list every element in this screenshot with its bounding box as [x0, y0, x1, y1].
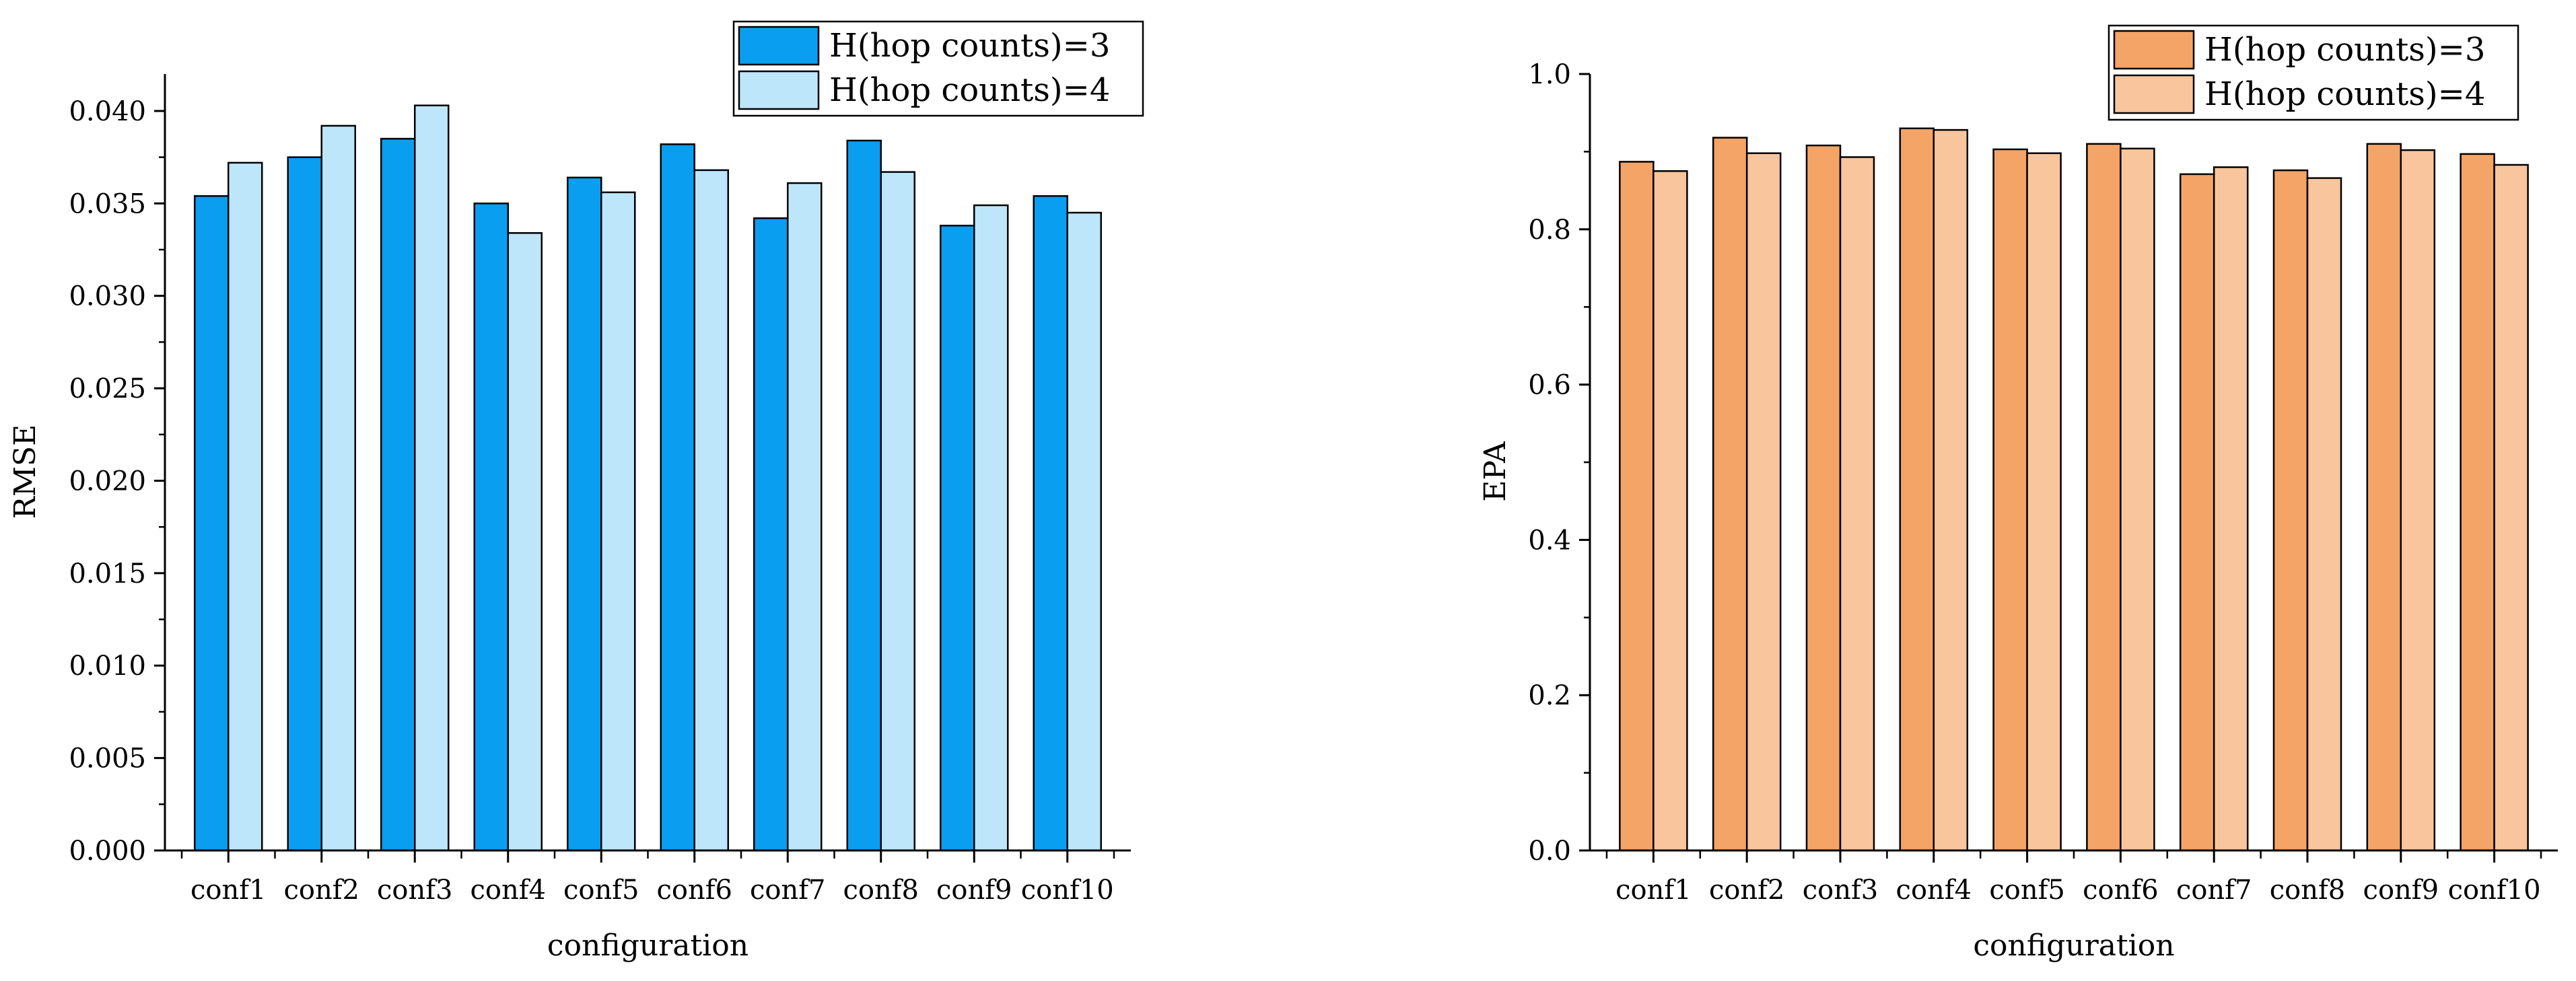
bar-conf1-series-1	[194, 195, 230, 852]
y-tick-label: 0.000	[69, 836, 146, 867]
bar-conf7-series-1	[753, 217, 789, 852]
bar-conf2-series-2	[1745, 152, 1782, 852]
bar-conf5-series-1	[1992, 148, 2028, 852]
bar-conf10-series-2	[2493, 164, 2529, 852]
y-tick-label: 0.2	[1528, 680, 1571, 711]
x-tick-label-conf2: conf2	[284, 875, 360, 906]
bar-conf9-series-1	[2366, 143, 2402, 852]
y-tick-label: 0.030	[69, 281, 146, 312]
x-tick-label-conf2: conf2	[1709, 875, 1785, 906]
bar-conf7-series-1	[2179, 173, 2215, 852]
bar-conf3-series-2	[414, 104, 450, 852]
legend-swatch-series-2	[2113, 74, 2195, 114]
y-tick-label: 0.015	[69, 558, 146, 589]
bar-conf1-series-2	[1652, 170, 1688, 852]
bar-conf2-series-2	[320, 124, 356, 852]
epa-chart: EPA configuration 0.0 0.2 0.4 0.6 0.8 1.0 conf…	[1478, 24, 2558, 963]
bar-conf10-series-2	[1066, 211, 1102, 852]
bar-conf9-series-2	[2400, 149, 2436, 852]
bar-conf1-series-2	[228, 161, 263, 852]
bar-conf5-series-2	[600, 191, 636, 852]
bar-conf1-series-1	[1619, 161, 1655, 852]
x-tick-label-conf1: conf1	[190, 875, 267, 906]
legend-swatch-series-1	[738, 26, 820, 66]
y-tick-label: 0.4	[1528, 525, 1571, 556]
bar-conf10-series-1	[1033, 195, 1068, 852]
x-tick-label-conf6: conf6	[2083, 875, 2159, 906]
bar-conf5-series-1	[567, 176, 602, 852]
bar-conf9-series-2	[973, 204, 1009, 852]
legend-label-series-1: H(hop counts)=3	[829, 27, 1110, 65]
y-tick-label: 0.6	[1528, 370, 1571, 401]
y-tick-label: 0.010	[69, 651, 146, 682]
bar-conf3-series-2	[1839, 156, 1875, 852]
y-tick-label: 0.025	[69, 373, 146, 404]
legend-label-series-1: H(hop counts)=3	[2204, 31, 2485, 69]
x-tick-label-conf9: conf9	[936, 875, 1012, 906]
x-tick-label-conf5: conf5	[1989, 875, 2065, 906]
bar-conf3-series-1	[380, 137, 416, 852]
bar-conf7-series-2	[787, 182, 823, 852]
bar-conf4-series-1	[1899, 127, 1935, 852]
bar-conf5-series-2	[2026, 152, 2062, 852]
x-tick-label-conf4: conf4	[471, 875, 547, 906]
x-tick-label-conf5: conf5	[563, 875, 639, 906]
y-tick-label: 0.040	[69, 96, 146, 127]
x-tick-label-conf9: conf9	[2363, 875, 2439, 906]
x-tick-label-conf7: conf7	[750, 875, 826, 906]
bar-conf3-series-1	[1805, 144, 1842, 852]
bar-conf6-series-2	[2120, 147, 2155, 852]
bar-conf8-series-2	[2306, 177, 2342, 852]
y-axis-title: EPA	[1478, 441, 1512, 502]
y-tick-label: 0.035	[69, 188, 146, 219]
bar-conf8-series-2	[880, 171, 915, 852]
y-tick-label: 0.005	[69, 743, 146, 774]
y-tick-label: 0.0	[1528, 836, 1571, 867]
y-tick-label: 0.020	[69, 466, 146, 497]
x-axis-title: configuration	[1973, 929, 2174, 963]
bar-conf7-series-2	[2213, 166, 2249, 852]
x-tick-label-conf8: conf8	[2270, 875, 2346, 906]
bar-conf8-series-1	[2272, 169, 2309, 852]
x-tick-label-conf1: conf1	[1615, 875, 1692, 906]
x-tick-label-conf3: conf3	[1803, 875, 1879, 906]
bar-conf8-series-1	[846, 139, 882, 852]
bar-conf2-series-1	[1712, 137, 1748, 852]
bar-conf4-series-2	[507, 232, 543, 852]
x-tick-label-conf10: conf10	[1021, 875, 1114, 906]
bar-conf4-series-1	[473, 203, 509, 852]
bar-conf10-series-1	[2460, 153, 2495, 852]
bar-conf6-series-2	[693, 169, 729, 852]
rmse-chart: RMSE configuration 0.000 0.005 0.010 0.015 0…	[8, 20, 1144, 963]
y-tick-label: 1.0	[1528, 59, 1571, 90]
x-tick-label-conf3: conf3	[377, 875, 453, 906]
x-tick-label-conf7: conf7	[2176, 875, 2252, 906]
bar-conf6-series-1	[660, 143, 695, 852]
x-axis-title: configuration	[547, 929, 749, 963]
legend-swatch-series-1	[2113, 30, 2195, 70]
x-tick-label-conf10: conf10	[2448, 875, 2541, 906]
x-tick-label-conf4: conf4	[1896, 875, 1972, 906]
legend-label-series-2: H(hop counts)=4	[829, 71, 1110, 109]
x-tick-label-conf8: conf8	[843, 875, 919, 906]
bar-conf9-series-1	[940, 225, 975, 852]
bar-conf4-series-2	[1933, 129, 1969, 852]
bar-conf2-series-1	[287, 156, 322, 852]
y-axis-title: RMSE	[8, 425, 42, 519]
legend-label-series-2: H(hop counts)=4	[2204, 75, 2485, 113]
bar-conf6-series-1	[2086, 143, 2122, 852]
y-tick-label: 0.8	[1528, 215, 1571, 246]
x-tick-label-conf6: conf6	[657, 875, 733, 906]
legend-swatch-series-2	[738, 70, 820, 110]
